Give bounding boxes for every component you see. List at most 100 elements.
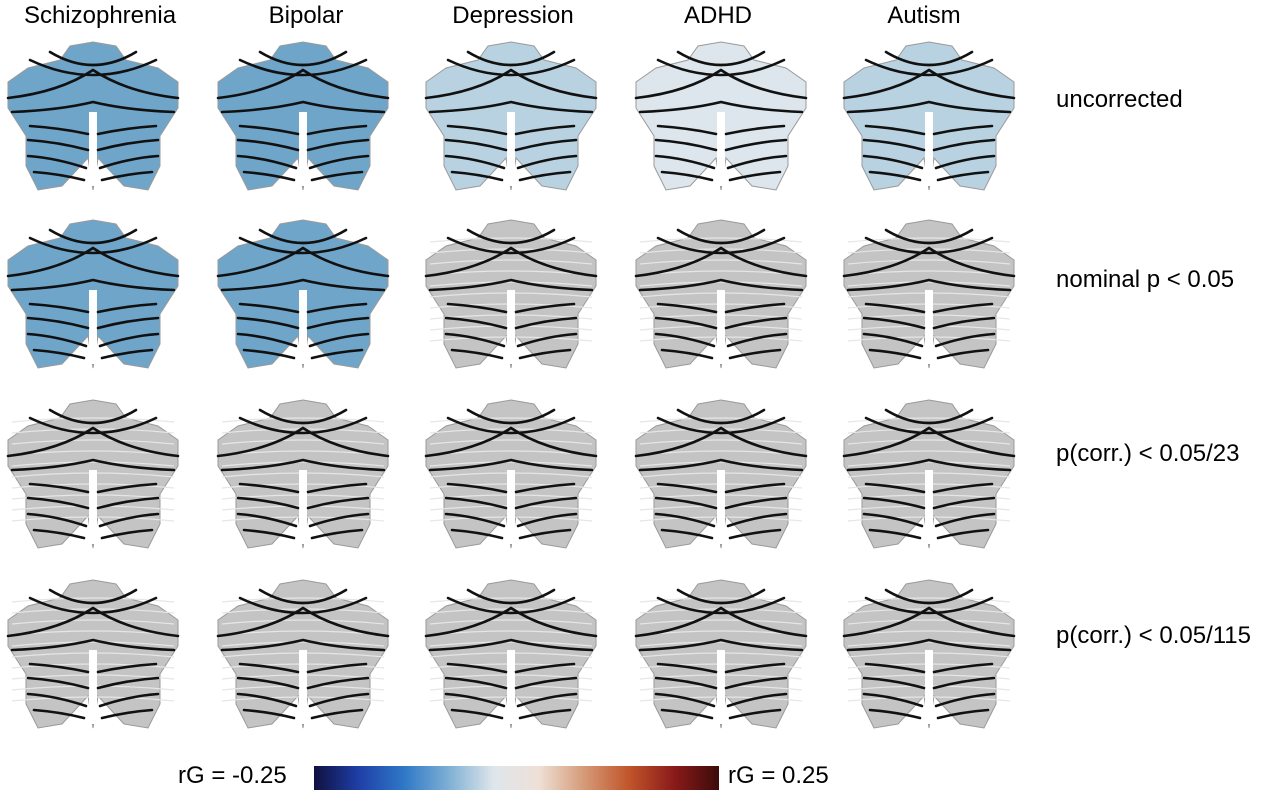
lobule-boundary (932, 124, 994, 136)
lobule-boundary (308, 692, 370, 708)
lobule-boundary (516, 512, 578, 528)
lobule-boundary (514, 316, 578, 330)
surface-texture (221, 461, 385, 467)
lobule-boundary (656, 662, 718, 674)
lobule-boundary (216, 246, 390, 278)
lobule-boundary (28, 236, 158, 255)
lobule-boundary (518, 708, 572, 720)
lobule-boundary (10, 100, 176, 114)
cerebellar-flatmap (210, 218, 396, 378)
lobule-boundary (936, 348, 990, 360)
row-label-corr-23: p(corr.) < 0.05/23 (1056, 440, 1240, 467)
surface-texture (11, 619, 175, 625)
lobule-boundary (634, 68, 808, 100)
lobule-boundary (26, 676, 90, 690)
lobule-boundary (842, 68, 1016, 100)
lobule-boundary (724, 124, 786, 136)
lobule-boundary (424, 606, 598, 638)
lobule-boundary (258, 588, 348, 605)
column-label-autism: Autism (887, 2, 961, 29)
lobule-boundary (518, 528, 572, 540)
lobule-boundary (676, 50, 766, 67)
vermis-gap (717, 470, 725, 544)
cerebellar-flatmap (418, 218, 604, 378)
vermis-gap (717, 650, 725, 724)
lobule-boundary (96, 316, 160, 330)
surface-texture (221, 439, 385, 445)
surface-texture (639, 281, 803, 287)
surface-texture (11, 417, 175, 423)
cerebellar-flatmap (628, 578, 814, 738)
lobule-boundary (932, 316, 996, 330)
lobule-boundary (728, 528, 782, 540)
surface-texture (847, 259, 1011, 265)
lobule-boundary (660, 528, 714, 540)
lobule-boundary (660, 708, 714, 720)
lobule-boundary (656, 236, 786, 255)
column-label-adhd: ADHD (683, 2, 752, 29)
lobule-boundary (26, 512, 88, 528)
lobule-boundary (654, 676, 718, 690)
lobule-boundary (864, 58, 994, 77)
lobule-boundary (724, 676, 788, 690)
lobule-boundary (656, 482, 718, 494)
lobule-boundary (306, 482, 368, 494)
surface-texture (847, 597, 1011, 603)
lobule-boundary (446, 58, 576, 77)
lobule-boundary (26, 496, 90, 510)
lobule-boundary (514, 124, 576, 136)
surface-texture (847, 281, 1011, 287)
lobule-boundary (864, 236, 994, 255)
lobule-boundary (726, 692, 788, 708)
vermis-gap (89, 650, 97, 724)
lobule-boundary (444, 692, 506, 708)
lobule-boundary (32, 170, 86, 182)
lobule-boundary (446, 302, 508, 314)
lobule-boundary (424, 426, 598, 458)
cerebellar-flatmap (418, 40, 604, 200)
surface-texture (429, 417, 593, 423)
lobule-boundary (238, 302, 300, 314)
lobule-boundary (514, 496, 578, 510)
lobule-boundary (934, 692, 996, 708)
lobule-boundary (656, 416, 786, 435)
lobule-boundary (450, 348, 504, 360)
surface-texture (847, 461, 1011, 467)
lobule-boundary (6, 68, 180, 100)
lobule-boundary (864, 416, 994, 435)
lobule-boundary (306, 316, 370, 330)
lobule-boundary (726, 512, 788, 528)
lobule-boundary (466, 408, 556, 425)
vermis-gap (89, 470, 97, 544)
lobule-boundary (638, 458, 804, 472)
lobule-boundary (10, 458, 176, 472)
lobule-boundary (660, 170, 714, 182)
lobule-boundary (516, 332, 578, 348)
lobule-boundary (842, 426, 1016, 458)
surface-texture (639, 461, 803, 467)
vermis-gap (89, 290, 97, 364)
cerebellar-flatmap (210, 578, 396, 738)
lobule-boundary (446, 662, 508, 674)
surface-texture (429, 281, 593, 287)
lobule-boundary (26, 692, 88, 708)
vermis-gap (507, 650, 515, 724)
lobule-boundary (654, 138, 718, 152)
vermis-gap (717, 112, 725, 186)
cerebellar-flatmap (836, 398, 1022, 558)
lobule-boundary (310, 348, 364, 360)
surface-texture (639, 619, 803, 625)
lobule-boundary (444, 512, 506, 528)
flatmap-svg (842, 41, 1016, 191)
lobule-boundary (634, 606, 808, 638)
cerebellar-flatmap (0, 40, 186, 200)
lobule-boundary (862, 512, 924, 528)
lobule-boundary (48, 50, 138, 67)
lobule-boundary (10, 278, 176, 292)
lobule-boundary (466, 588, 556, 605)
lobule-boundary (846, 638, 1012, 652)
lobule-boundary (6, 606, 180, 638)
lobule-boundary (514, 676, 578, 690)
column-label-bipolar: Bipolar (268, 2, 344, 29)
lobule-boundary (236, 154, 298, 170)
